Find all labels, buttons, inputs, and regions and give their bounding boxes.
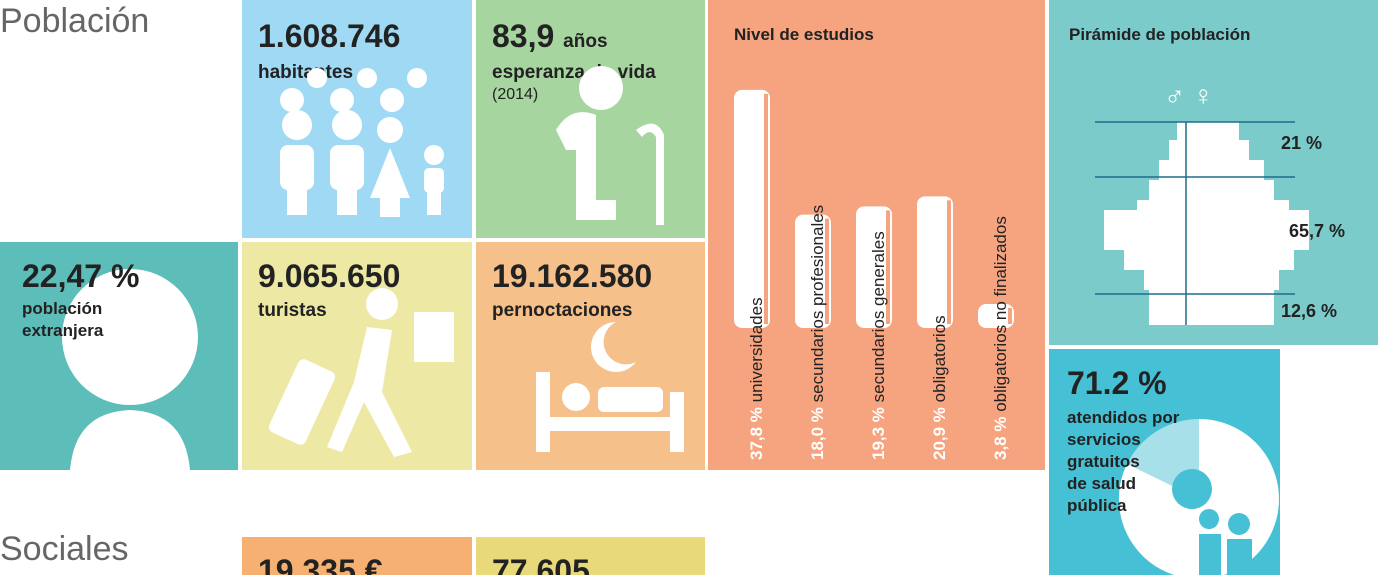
label: 12,6 % — [1281, 301, 1338, 321]
line: pública — [1067, 496, 1127, 515]
value: 22,47 % — [22, 258, 140, 294]
line: atendidos por — [1067, 408, 1180, 427]
book — [734, 89, 770, 328]
value: 1.608.746 — [258, 18, 401, 54]
tile: 71.2 % atendidos por servicios gratuitos de… — [1049, 349, 1280, 575]
value: 19.335 € — [258, 553, 383, 575]
label: turistas — [258, 300, 327, 321]
book-label: 37,8 % universidades — [747, 297, 766, 460]
value: 19,3 % — [869, 407, 888, 460]
name: secundarios profesionales — [808, 205, 827, 403]
book-spine — [947, 200, 951, 324]
value: 19.162.580 — [492, 258, 653, 294]
book-label: 19,3 % secundarios generales — [869, 231, 888, 460]
icon — [268, 288, 454, 457]
books-chart: 37,8 % universidades 18,0 % secundarios p… — [734, 89, 1014, 460]
book — [978, 304, 1014, 328]
section-title: Población — [0, 2, 150, 40]
name: obligatorios — [930, 315, 949, 402]
tile: 22,47 % población extranjera — [0, 242, 238, 470]
name: universidades — [747, 297, 766, 402]
tile: Pirámide de población ♂ ♀ 21 % 65,7 % 12… — [1049, 0, 1378, 345]
book-label: 20,9 % obligatorios — [930, 315, 949, 460]
value: 83,9 — [492, 18, 555, 54]
label: población extranjera — [22, 298, 103, 342]
icon — [62, 269, 198, 470]
icon — [536, 322, 684, 452]
value: 20,9 % — [930, 407, 949, 460]
note: (2014) — [492, 86, 539, 103]
title: Pirámide de población — [1069, 25, 1251, 44]
tile: 77.605 — [476, 537, 705, 575]
book-spine — [886, 210, 890, 324]
book-spine — [1008, 308, 1012, 324]
icon — [1118, 419, 1279, 575]
line: extranjera — [22, 321, 104, 340]
tile: 19.162.580 pernoctaciones — [476, 242, 705, 470]
icon — [280, 68, 444, 217]
label: atendidos por servicios gratuitos de salud p… — [1067, 407, 1179, 517]
value: 9.065.650 — [258, 258, 401, 294]
value: 77.605 — [492, 553, 590, 575]
label: habitantes — [258, 62, 354, 83]
label: 65,7 % — [1289, 221, 1346, 241]
value: 83,9 años — [492, 18, 608, 55]
book — [795, 214, 831, 328]
book — [917, 196, 953, 328]
line: de salud — [1067, 474, 1136, 493]
value: 71.2 % — [1067, 365, 1167, 401]
title: Nivel de estudios — [734, 25, 874, 44]
line: gratuitos — [1067, 452, 1140, 471]
pyramid — [1095, 121, 1309, 325]
book — [856, 206, 892, 328]
label: 21 % — [1281, 133, 1323, 153]
name: obligatorios no finalizados — [991, 216, 1010, 412]
book-spine — [825, 218, 829, 324]
section-title: Sociales — [0, 530, 129, 568]
tile: 83,9 años esperanza de vida (2014) — [476, 0, 705, 238]
value: 18,0 % — [808, 407, 827, 460]
book-label: 3,8 % obligatorios no finalizados — [991, 216, 1010, 460]
book-label: 18,0 % secundarios profesionales — [808, 205, 827, 460]
value: 3,8 % — [991, 417, 1010, 460]
book-spine — [764, 93, 768, 324]
tile: 19.335 € — [242, 537, 472, 575]
tile: 9.065.650 turistas — [242, 242, 472, 470]
line: servicios — [1067, 430, 1141, 449]
unit: años — [563, 31, 608, 52]
icon — [556, 66, 664, 225]
name: secundarios generales — [869, 231, 888, 402]
tile: Nivel de estudios 37,8 % universidades 18… — [708, 0, 1045, 470]
tile: 1.608.746 habitantes — [242, 0, 472, 238]
line: población — [22, 299, 103, 318]
symbols: ♂ ♀ — [1164, 80, 1214, 111]
label: pernoctaciones — [492, 300, 633, 321]
value: 37,8 % — [747, 407, 766, 460]
